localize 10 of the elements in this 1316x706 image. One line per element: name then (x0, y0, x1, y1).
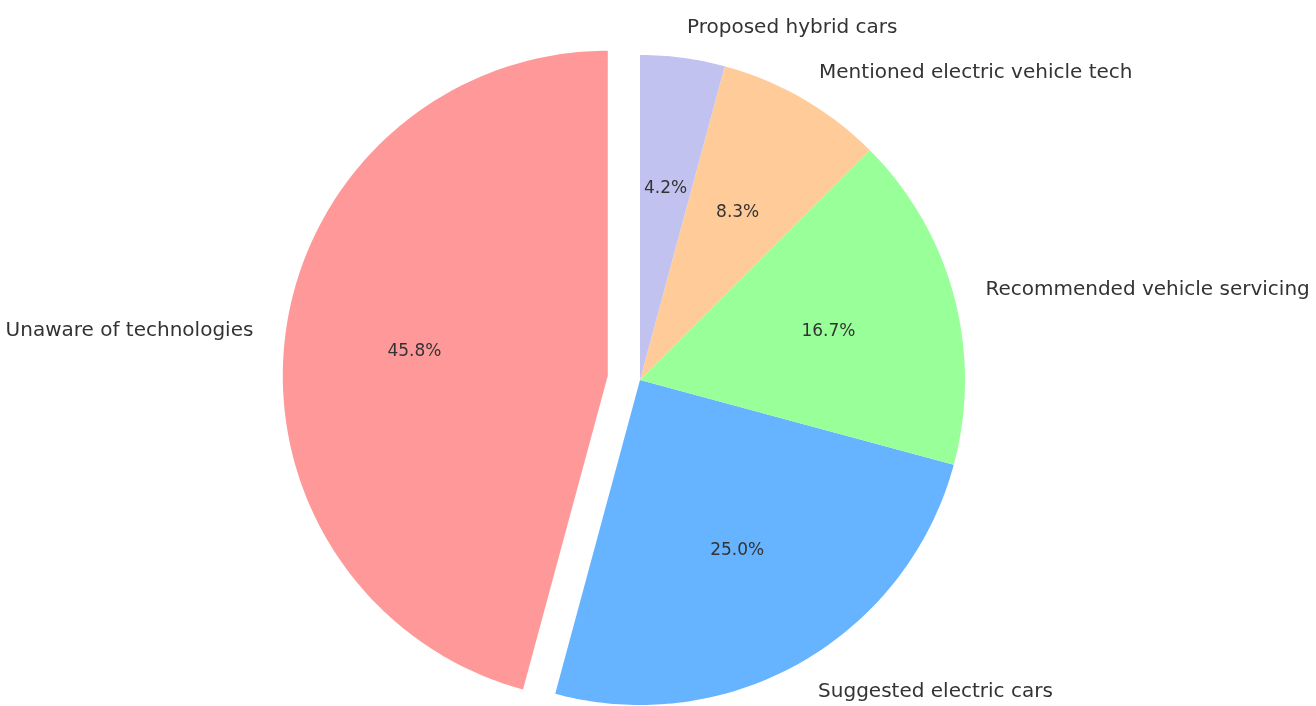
slice-label: Recommended vehicle servicing (985, 275, 1310, 300)
data-label: 45.8% (387, 340, 442, 361)
slice-label: Unaware of technologies (5, 316, 254, 341)
slice-label: Suggested electric cars (818, 677, 1053, 702)
data-label: 8.3% (716, 201, 760, 222)
data-label: 25.0% (710, 539, 765, 560)
data-label: 4.2% (644, 176, 688, 197)
data-label: 16.7% (801, 319, 856, 340)
slice-label: Proposed hybrid cars (687, 13, 898, 38)
slice-label: Mentioned electric vehicle tech (819, 58, 1133, 83)
